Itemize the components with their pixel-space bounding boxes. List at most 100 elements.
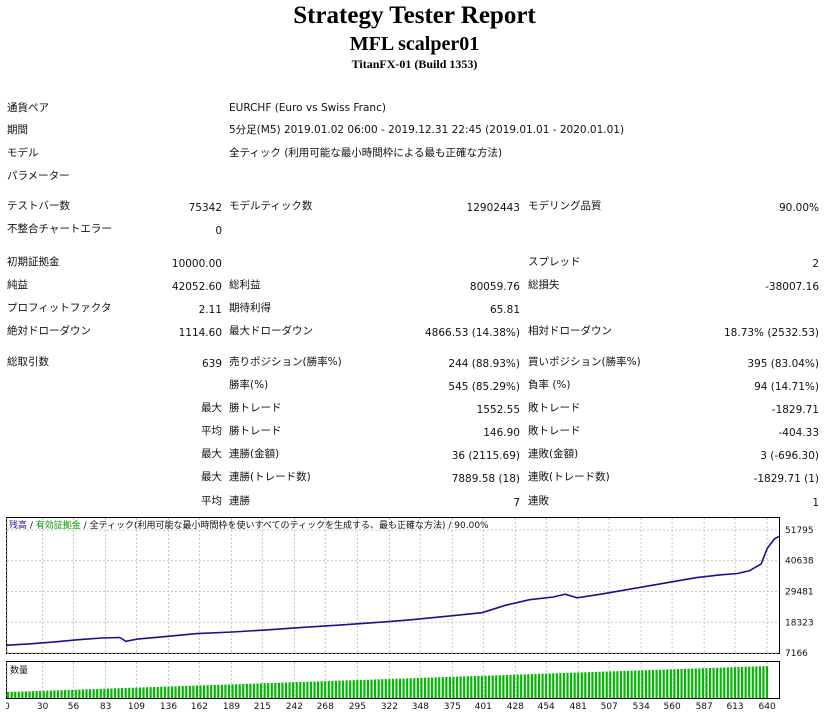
volume-bar bbox=[705, 668, 708, 698]
volume-bar bbox=[384, 679, 387, 698]
volume-bar bbox=[644, 670, 647, 698]
profit-trades-label: 勝率(%) bbox=[229, 379, 269, 391]
volume-bar bbox=[495, 675, 498, 698]
volume-bar bbox=[331, 680, 334, 698]
volume-bar bbox=[737, 667, 740, 698]
avg-consecutive-losses-label: 連敗 bbox=[528, 495, 549, 507]
volume-bar bbox=[505, 674, 509, 698]
expert-name: MFL scalper01 bbox=[349, 33, 480, 55]
volume-bar bbox=[324, 681, 327, 698]
volume-bar bbox=[708, 667, 712, 698]
volume-bar bbox=[716, 667, 719, 698]
volume-bar bbox=[206, 685, 209, 698]
volume-bar bbox=[145, 687, 149, 698]
volume-bar bbox=[530, 674, 533, 698]
volume-bar bbox=[349, 680, 352, 698]
x-tick-label: 587 bbox=[696, 702, 713, 712]
largest-profit-label: 勝トレード bbox=[229, 402, 282, 414]
volume-bar bbox=[81, 689, 85, 698]
volume-bar bbox=[655, 669, 658, 698]
volume-bar bbox=[46, 690, 49, 698]
x-tick-label: 375 bbox=[444, 702, 461, 712]
volume-bar bbox=[274, 682, 277, 698]
spread-label: スプレッド bbox=[528, 256, 581, 268]
volume-bar bbox=[302, 681, 305, 698]
volume-bar bbox=[648, 670, 651, 698]
x-tick-label: 348 bbox=[412, 702, 429, 712]
x-tick-label: 215 bbox=[254, 702, 271, 712]
volume-bar bbox=[637, 670, 640, 698]
volume-bar bbox=[49, 690, 52, 698]
volume-bar bbox=[174, 686, 177, 698]
volume-bar bbox=[359, 679, 362, 698]
x-tick-label: 295 bbox=[349, 702, 366, 712]
volume-bar bbox=[299, 682, 302, 698]
volume-bar bbox=[691, 668, 694, 698]
volume-bar bbox=[281, 682, 284, 698]
volume-bar bbox=[235, 684, 238, 698]
volume-bar bbox=[651, 669, 655, 698]
consecutive-losses-value: 3 (-696.30) bbox=[760, 450, 819, 462]
volume-bar bbox=[192, 685, 195, 698]
loss-trades-value: 94 (14.71%) bbox=[754, 381, 819, 393]
volume-bar bbox=[110, 688, 113, 698]
volume-bar bbox=[566, 672, 569, 698]
volume-bar bbox=[306, 681, 309, 698]
volume-bar bbox=[320, 681, 323, 698]
volume-bar bbox=[160, 686, 163, 698]
relative-drawdown-value: 18.73% (2532.53) bbox=[724, 327, 819, 339]
y-tick-label: 51795 bbox=[785, 526, 814, 536]
volume-bar bbox=[381, 679, 384, 698]
volume-bar bbox=[85, 689, 88, 698]
volume-bar bbox=[609, 671, 612, 698]
volume-bar bbox=[459, 676, 462, 698]
largest-loss-label: 敗トレード bbox=[528, 402, 581, 414]
volume-bar bbox=[662, 669, 665, 698]
volume-bar bbox=[420, 677, 423, 698]
volume-bar bbox=[167, 686, 170, 698]
average-profit-label: 勝トレード bbox=[229, 425, 282, 437]
volume-bar bbox=[758, 666, 762, 698]
volume-bar bbox=[545, 673, 548, 698]
y-tick-label: 7166 bbox=[785, 649, 808, 659]
period-value: 5分足(M5) 2019.01.02 06:00 - 2019.12.31 22… bbox=[229, 124, 625, 136]
x-tick-label: 428 bbox=[507, 702, 524, 712]
y-tick-label: 18323 bbox=[785, 618, 814, 628]
short-positions-label: 売りポジション(勝率%) bbox=[229, 356, 342, 368]
volume-bar bbox=[431, 677, 434, 698]
volume-bar bbox=[42, 690, 45, 698]
volume-bar bbox=[520, 674, 523, 698]
volume-bar bbox=[10, 691, 13, 698]
volume-bar bbox=[128, 687, 131, 698]
volume-bar bbox=[352, 680, 355, 698]
volume-bar bbox=[199, 685, 202, 698]
volume-bar bbox=[413, 678, 416, 698]
expected-payoff-value: 65.81 bbox=[489, 304, 520, 316]
volume-bar bbox=[185, 685, 188, 698]
legend-model: 全ティック(利用可能な最小時間枠を使いすべてのティックを生成する、最も正確な方法… bbox=[90, 519, 446, 531]
model-label: モデル bbox=[7, 147, 39, 159]
volume-bar bbox=[356, 680, 359, 698]
volume-bar bbox=[634, 670, 637, 698]
volume-bar bbox=[641, 670, 644, 698]
volume-bar bbox=[626, 670, 630, 698]
volume-bar bbox=[666, 669, 669, 698]
main-plot-frame bbox=[6, 517, 780, 654]
volume-bar bbox=[616, 671, 619, 698]
quality-label: モデリング品質 bbox=[528, 200, 602, 212]
volume-bar bbox=[687, 668, 690, 698]
volume-bar bbox=[594, 671, 598, 698]
volume-bar bbox=[309, 681, 313, 698]
volume-bar bbox=[602, 671, 605, 698]
volume-bar bbox=[53, 690, 56, 698]
x-tick-label: 322 bbox=[381, 702, 398, 712]
volume-bar bbox=[395, 678, 398, 698]
volume-bar bbox=[659, 669, 662, 698]
volume-bar bbox=[438, 677, 441, 698]
bars-value: 75342 bbox=[188, 202, 222, 214]
volume-bar bbox=[67, 689, 70, 698]
volume-bar bbox=[730, 667, 733, 698]
x-tick-label: 189 bbox=[223, 702, 240, 712]
volume-bar bbox=[252, 683, 256, 698]
volume-bar bbox=[99, 688, 102, 698]
